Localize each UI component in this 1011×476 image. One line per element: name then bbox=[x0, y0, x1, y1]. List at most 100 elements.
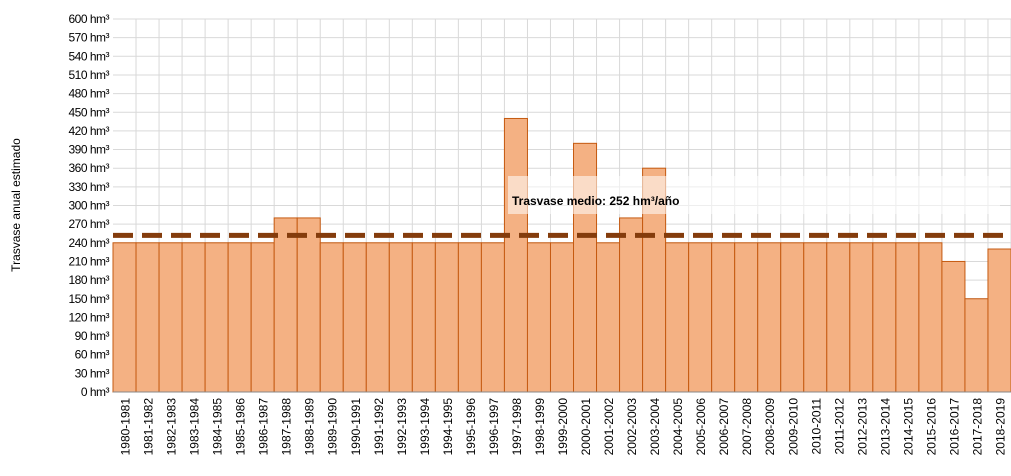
bar bbox=[688, 242, 713, 393]
x-tick-label: 2001-2002 bbox=[602, 398, 616, 456]
x-tick-label: 1992-1993 bbox=[395, 398, 409, 456]
y-tick-label: 270 hm³ bbox=[68, 217, 109, 231]
x-tick-label: 2004-2005 bbox=[671, 398, 685, 456]
x-tick-label: 1983-1984 bbox=[188, 398, 202, 456]
x-tick-label: 2015-2016 bbox=[924, 398, 938, 456]
y-tick-label: 600 hm³ bbox=[68, 12, 109, 26]
bar bbox=[342, 242, 367, 393]
y-tick-label: 240 hm³ bbox=[68, 236, 109, 250]
bar bbox=[734, 242, 759, 393]
bar bbox=[181, 242, 206, 393]
y-tick-label: 330 hm³ bbox=[68, 180, 109, 194]
x-tick-label: 2018-2019 bbox=[993, 398, 1007, 456]
x-tick-label: 1987-1988 bbox=[280, 398, 294, 456]
bar bbox=[250, 242, 275, 393]
x-tick-label: 2009-2010 bbox=[786, 398, 800, 456]
x-tick-label: 1995-1996 bbox=[464, 398, 478, 456]
x-tick-label: 1999-2000 bbox=[556, 398, 570, 456]
bar bbox=[665, 242, 690, 393]
bar bbox=[204, 242, 229, 393]
y-tick-label: 390 hm³ bbox=[68, 143, 109, 157]
bar bbox=[987, 248, 1011, 393]
bar bbox=[112, 242, 137, 393]
bar bbox=[227, 242, 252, 393]
mean-annotation: Trasvase medio: 252 hm³/año bbox=[512, 194, 679, 208]
x-tick-label: 1986-1987 bbox=[257, 398, 271, 456]
x-tick-label: 1984-1985 bbox=[211, 398, 225, 456]
bar bbox=[826, 242, 851, 393]
x-tick-label: 2014-2015 bbox=[901, 398, 915, 456]
x-tick-label: 2003-2004 bbox=[648, 398, 662, 456]
bar bbox=[872, 242, 897, 393]
x-tick-label: 1991-1992 bbox=[372, 398, 386, 456]
bar bbox=[135, 242, 160, 393]
bar bbox=[757, 242, 782, 393]
y-tick-label: 420 hm³ bbox=[68, 124, 109, 138]
x-tick-label: 1985-1986 bbox=[234, 398, 248, 456]
bar bbox=[503, 117, 528, 393]
x-tick-label: 1998-1999 bbox=[533, 398, 547, 456]
bar bbox=[434, 242, 459, 393]
bar bbox=[711, 242, 736, 393]
y-tick-label: 180 hm³ bbox=[68, 273, 109, 287]
bar bbox=[964, 298, 989, 393]
x-tick-label: 2012-2013 bbox=[855, 398, 869, 456]
y-tick-label: 300 hm³ bbox=[68, 199, 109, 213]
annotation-background bbox=[508, 176, 1000, 214]
bar bbox=[596, 242, 621, 393]
bar bbox=[480, 242, 505, 393]
y-tick-label: 570 hm³ bbox=[68, 31, 109, 45]
bar bbox=[158, 242, 183, 393]
x-tick-label: 1994-1995 bbox=[441, 398, 455, 456]
x-tick-label: 1982-1983 bbox=[165, 398, 179, 456]
y-tick-label: 60 hm³ bbox=[75, 348, 110, 362]
y-tick-label: 210 hm³ bbox=[68, 254, 109, 268]
bar bbox=[388, 242, 413, 393]
x-tick-label: 1996-1997 bbox=[487, 398, 501, 456]
x-tick-label: 2002-2003 bbox=[625, 398, 639, 456]
x-tick-label: 1980-1981 bbox=[119, 398, 133, 456]
bar bbox=[526, 242, 551, 393]
y-tick-label: 120 hm³ bbox=[68, 310, 109, 324]
y-tick-label: 450 hm³ bbox=[68, 105, 109, 119]
y-tick-label: 360 hm³ bbox=[68, 161, 109, 175]
y-tick-label: 510 hm³ bbox=[68, 68, 109, 82]
bar bbox=[457, 242, 482, 393]
bar bbox=[941, 260, 966, 393]
bar bbox=[895, 242, 920, 393]
x-tick-label: 2005-2006 bbox=[694, 398, 708, 456]
x-tick-label: 2013-2014 bbox=[878, 398, 892, 456]
bar bbox=[549, 242, 575, 393]
x-tick-label: 1988-1989 bbox=[303, 398, 317, 456]
x-tick-label: 2007-2008 bbox=[740, 398, 754, 456]
bar bbox=[619, 217, 644, 393]
x-tick-label: 1993-1994 bbox=[418, 398, 432, 456]
y-axis-title: Trasvase anual estimado bbox=[9, 138, 23, 272]
y-tick-label: 480 hm³ bbox=[68, 87, 109, 101]
bar bbox=[780, 242, 805, 393]
bar bbox=[803, 242, 828, 393]
x-tick-label: 2010-2011 bbox=[809, 398, 823, 455]
y-tick-label: 90 hm³ bbox=[75, 329, 110, 343]
x-tick-label: 2016-2017 bbox=[947, 398, 961, 456]
bar bbox=[273, 217, 298, 393]
bar bbox=[296, 217, 321, 393]
x-tick-label: 1990-1991 bbox=[349, 398, 363, 456]
y-tick-label: 150 hm³ bbox=[68, 292, 109, 306]
y-tick-label: 540 hm³ bbox=[68, 49, 109, 63]
x-tick-label: 2000-2001 bbox=[579, 398, 593, 456]
bar bbox=[411, 242, 436, 393]
x-tick-label: 1989-1990 bbox=[326, 398, 340, 456]
x-tick-label: 1997-1998 bbox=[510, 398, 524, 456]
x-tick-label: 2017-2018 bbox=[970, 398, 984, 456]
y-tick-label: 0 hm³ bbox=[81, 385, 110, 399]
bar bbox=[918, 242, 943, 393]
x-tick-label: 2008-2009 bbox=[763, 398, 777, 456]
x-tick-label: 1981-1982 bbox=[142, 398, 156, 456]
bar bbox=[849, 242, 874, 393]
bar bbox=[319, 242, 344, 393]
y-tick-label: 30 hm³ bbox=[75, 366, 110, 380]
x-tick-label: 2006-2007 bbox=[717, 398, 731, 456]
x-tick-label: 2011-2012 bbox=[832, 398, 846, 455]
